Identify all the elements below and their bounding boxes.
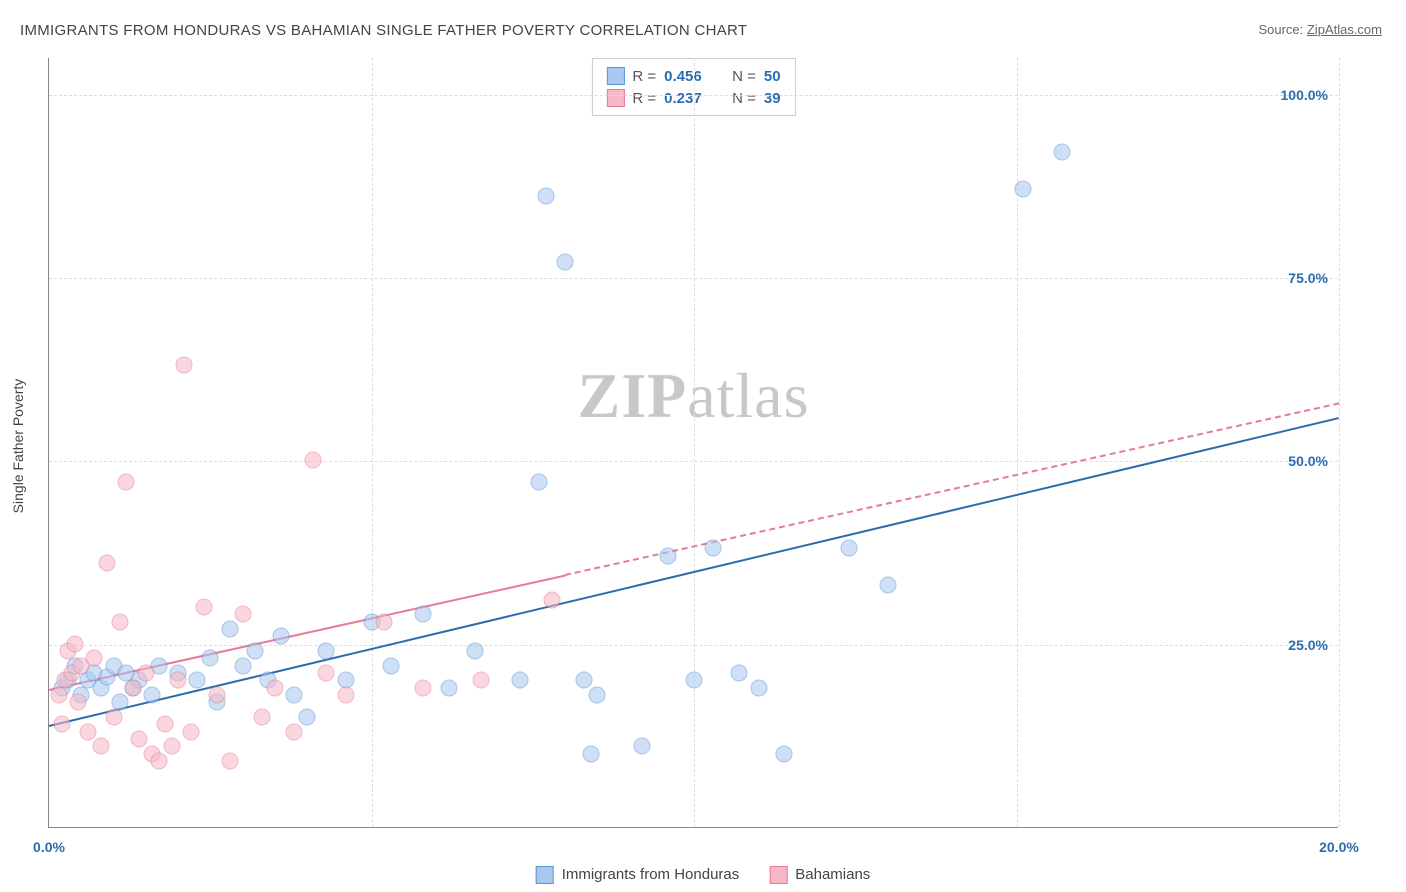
data-point [137,665,154,682]
legend-swatch [606,89,624,107]
legend-r-label: R = [632,68,656,85]
data-point [286,687,303,704]
data-point [124,679,141,696]
data-point [208,687,225,704]
data-point [111,613,128,630]
data-point [589,687,606,704]
data-point [634,738,651,755]
data-point [376,613,393,630]
data-point [557,254,574,271]
y-tick-label: 75.0% [1288,270,1328,286]
data-point [189,672,206,689]
data-point [318,665,335,682]
data-point [221,753,238,770]
data-point [544,591,561,608]
data-point [99,555,116,572]
data-point [118,474,135,491]
chart-title: IMMIGRANTS FROM HONDURAS VS BAHAMIAN SIN… [20,22,747,39]
data-point [195,599,212,616]
data-point [1053,144,1070,161]
trend-line [565,403,1339,577]
legend-r-label: R = [632,90,656,107]
legend-n-value: 39 [764,90,781,107]
data-point [273,628,290,645]
data-point [840,540,857,557]
x-tick-label: 20.0% [1319,839,1359,855]
data-point [660,547,677,564]
data-point [776,745,793,762]
data-point [879,577,896,594]
legend-swatch [769,866,787,884]
legend-label: Immigrants from Honduras [562,866,740,883]
data-point [305,452,322,469]
data-point [247,643,264,660]
data-point [105,709,122,726]
data-point [253,709,270,726]
gridline-vertical [1017,58,1018,827]
data-point [299,709,316,726]
data-point [318,643,335,660]
gridline-vertical [372,58,373,827]
gridline-vertical [1339,58,1340,827]
data-point [286,723,303,740]
y-tick-label: 50.0% [1288,453,1328,469]
data-point [170,672,187,689]
data-point [511,672,528,689]
data-point [576,672,593,689]
data-point [70,694,87,711]
data-point [182,723,199,740]
y-tick-label: 100.0% [1281,87,1328,103]
data-point [731,665,748,682]
data-point [202,650,219,667]
source-attribution: Source: ZipAtlas.com [1258,22,1382,37]
source-prefix: Source: [1258,22,1306,37]
legend-swatch [606,67,624,85]
data-point [176,357,193,374]
data-point [440,679,457,696]
data-point [382,657,399,674]
data-point [50,687,67,704]
data-point [466,643,483,660]
y-tick-label: 25.0% [1288,637,1328,653]
legend-item: Immigrants from Honduras [536,866,740,884]
data-point [150,753,167,770]
data-point [234,657,251,674]
data-point [750,679,767,696]
legend-n-value: 50 [764,68,781,85]
data-point [686,672,703,689]
x-tick-label: 0.0% [33,839,65,855]
data-point [144,687,161,704]
data-point [531,474,548,491]
legend-n-label: N = [732,68,756,85]
data-point [266,679,283,696]
data-point [473,672,490,689]
data-point [86,650,103,667]
legend-item: Bahamians [769,866,870,884]
data-point [163,738,180,755]
data-point [582,745,599,762]
data-point [66,635,83,652]
data-point [131,731,148,748]
data-point [79,723,96,740]
gridline-vertical [694,58,695,827]
data-point [221,621,238,638]
data-point [415,679,432,696]
legend-label: Bahamians [795,866,870,883]
data-point [537,188,554,205]
scatter-plot: ZIPatlas R =0.456N =50R =0.237N =39 25.0… [48,58,1338,828]
series-legend: Immigrants from Honduras Bahamians [536,866,871,884]
data-point [415,606,432,623]
data-point [157,716,174,733]
data-point [53,716,70,733]
data-point [92,738,109,755]
y-axis-label: Single Father Poverty [10,379,26,514]
data-point [705,540,722,557]
legend-n-label: N = [732,90,756,107]
data-point [234,606,251,623]
data-point [1014,181,1031,198]
legend-swatch [536,866,554,884]
data-point [337,687,354,704]
source-link[interactable]: ZipAtlas.com [1307,22,1382,37]
